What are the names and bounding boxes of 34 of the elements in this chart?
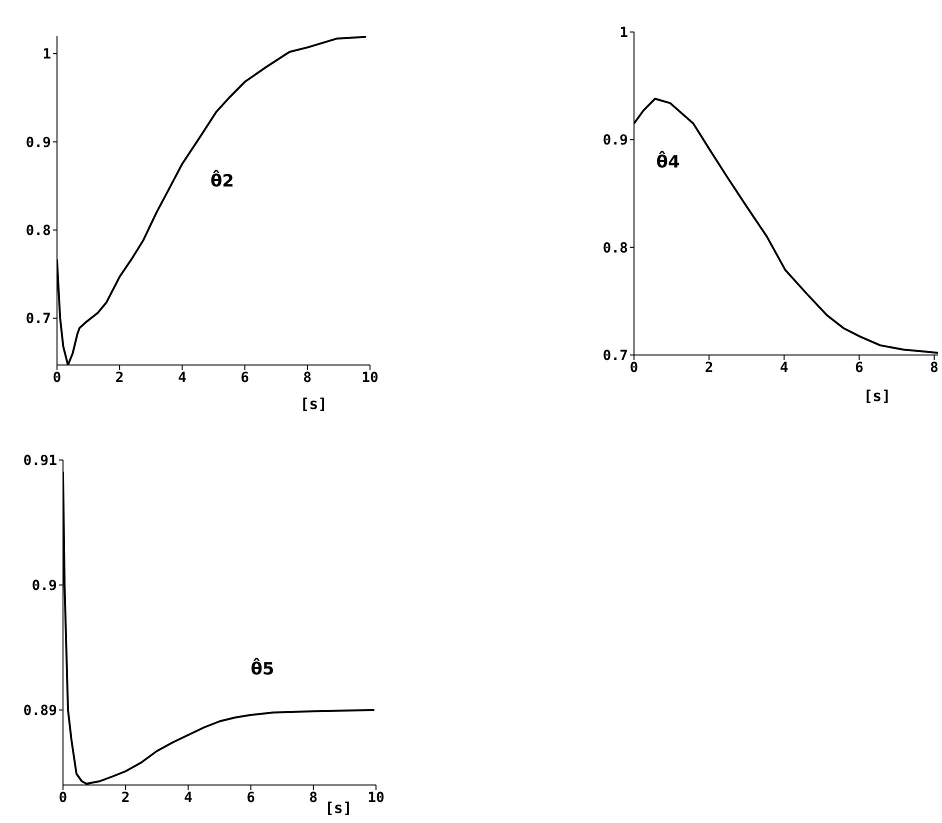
y-tick-label: 1 <box>42 46 51 63</box>
y-tick-label: 0.9 <box>26 134 51 151</box>
y-tick-label: 0.7 <box>602 348 628 364</box>
x-tick-label: 2 <box>121 790 130 806</box>
x-tick-label: 4 <box>178 370 186 386</box>
series-label: θ̂5 <box>250 658 274 680</box>
y-tick-label: 0.7 <box>26 311 51 328</box>
x-axis-title: [s] <box>864 387 891 406</box>
x-tick-label: 6 <box>854 360 864 376</box>
x-axis-title: [s] <box>300 395 328 414</box>
x-tick-label: 4 <box>184 790 192 806</box>
x-tick-label: 0 <box>52 370 62 386</box>
x-tick-label: 6 <box>246 790 256 806</box>
y-tick-label: 0.9 <box>32 578 57 594</box>
y-tick-label: 1 <box>620 24 628 41</box>
y-tick-label: 0.89 <box>23 702 57 719</box>
x-tick-label: 8 <box>303 370 312 386</box>
y-tick-label: 0.8 <box>602 240 628 256</box>
y-tick-label: 0.9 <box>602 132 628 149</box>
y-tick-label: 0.8 <box>26 223 51 240</box>
x-tick-label: 0 <box>58 790 68 806</box>
x-tick-label: 2 <box>115 370 124 386</box>
series-label: θ̂2 <box>210 169 234 192</box>
x-tick-label: 10 <box>368 790 384 806</box>
x-tick-label: 10 <box>362 370 378 386</box>
x-tick-label: 6 <box>240 370 250 386</box>
x-tick-label: 4 <box>780 360 788 376</box>
x-tick-label: 0 <box>630 360 638 376</box>
y-tick-label: 0.91 <box>23 452 57 469</box>
x-tick-label: 2 <box>704 360 714 376</box>
x-axis-title: [s] <box>324 799 352 818</box>
x-tick-label: 8 <box>930 360 938 376</box>
x-tick-label: 8 <box>309 790 318 806</box>
series-label: θ̂4 <box>656 150 680 173</box>
